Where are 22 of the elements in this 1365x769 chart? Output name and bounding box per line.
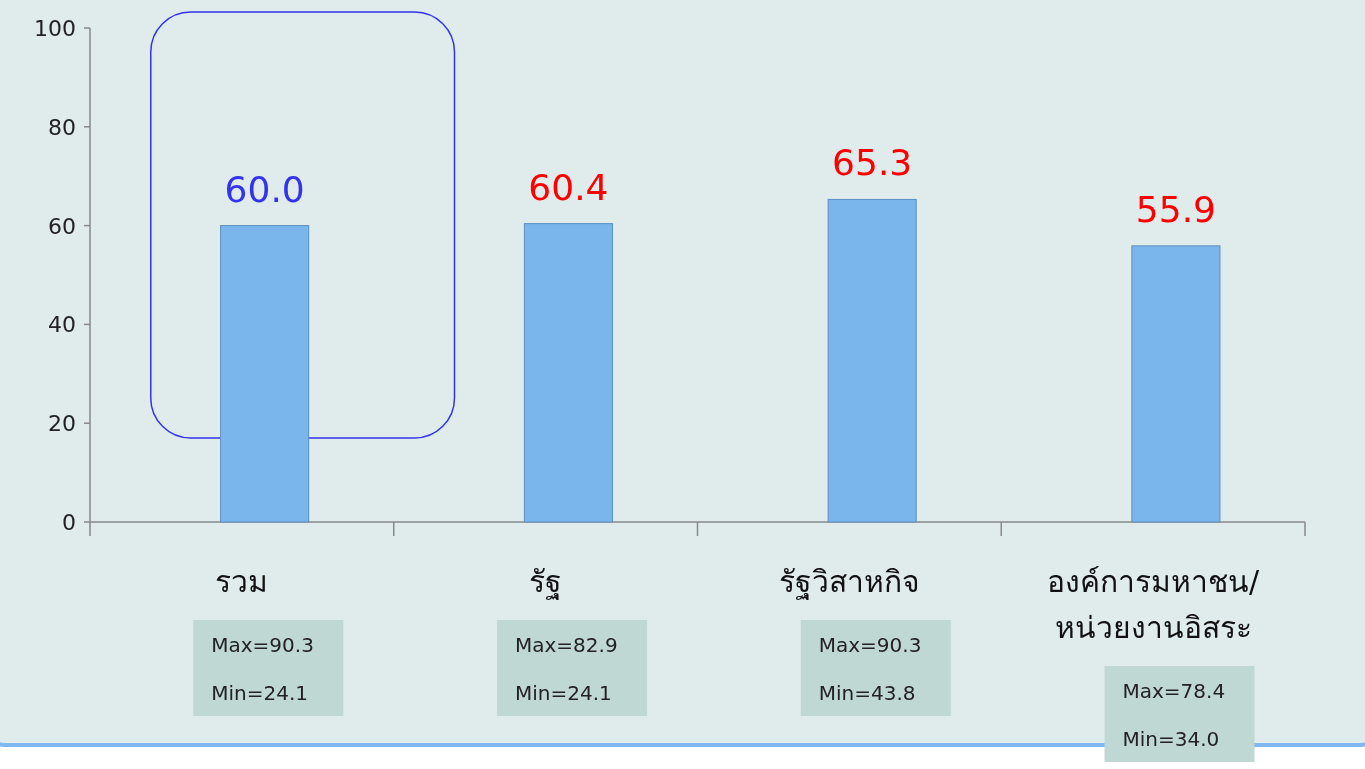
y-tick-label: 100 xyxy=(34,16,76,41)
text: Max=82.9 xyxy=(515,633,618,657)
text: Min=43.8 xyxy=(818,681,916,705)
data-label: 60.4 xyxy=(528,166,609,208)
text: Max=78.4 xyxy=(1122,679,1226,703)
data-label: 55.9 xyxy=(1135,188,1216,230)
text: Max=90.3 xyxy=(818,633,922,657)
x-tick-label: องค์การมหาชน/หน่วยงานอิสระ xyxy=(1047,564,1261,645)
x-tick-label: รัฐ xyxy=(529,564,563,600)
x-tick-label: รวม xyxy=(215,564,269,599)
text: Min=34.0 xyxy=(1122,727,1220,751)
data-label: 65.3 xyxy=(832,142,913,184)
y-tick-label: 20 xyxy=(48,411,76,437)
y-tick-label: 60 xyxy=(48,213,76,239)
x-tick-label: รัฐวิสาหกิจ xyxy=(778,564,920,600)
y-tick-label: 40 xyxy=(48,312,76,338)
text: Min=24.1 xyxy=(211,681,309,705)
text: Max=90.3 xyxy=(211,633,314,657)
data-label: 60.0 xyxy=(224,168,305,210)
text: Min=24.1 xyxy=(515,681,612,705)
y-tick-label: 80 xyxy=(48,114,76,140)
y-tick-label: 0 xyxy=(62,510,76,535)
